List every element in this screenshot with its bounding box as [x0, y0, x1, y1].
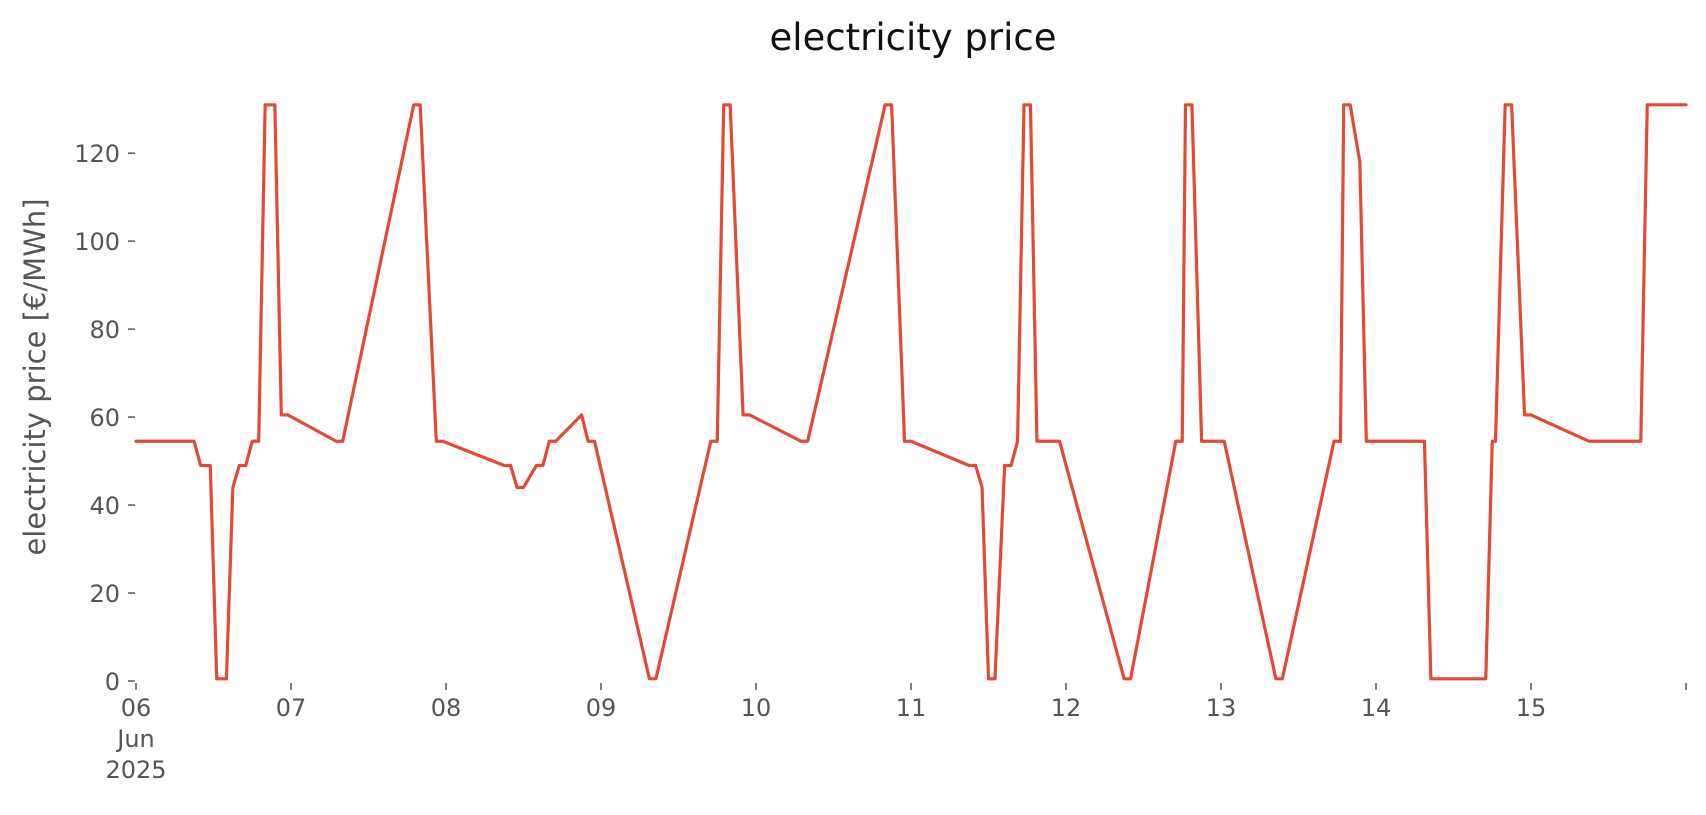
y-tick-label: 40	[89, 492, 120, 520]
x-tick-label: 09	[586, 694, 617, 722]
price-series-line	[134, 103, 1688, 681]
x-tick-label: 11	[896, 694, 927, 722]
y-axis-label: electricity price [€/MWh]	[18, 198, 52, 555]
y-tick-label: 80	[89, 316, 120, 344]
x-tick-label: 2025	[105, 756, 166, 784]
y-tick-label: 100	[74, 228, 120, 256]
x-tick-label: 08	[431, 694, 462, 722]
x-tick-label: 14	[1361, 694, 1392, 722]
y-tick-label: 60	[89, 404, 120, 432]
x-axis: 06 Jun 2025 07 08 09 10 11 12 13 14 15	[105, 683, 1687, 784]
chart-title: electricity price	[769, 16, 1056, 59]
x-tick-label: 13	[1206, 694, 1237, 722]
x-tick-label: Jun	[115, 725, 155, 753]
y-tick-label: 120	[74, 140, 120, 168]
y-tick-label: 0	[105, 668, 120, 696]
y-axis: 0 20 40 60 80 100 120	[74, 140, 135, 696]
x-tick-label: 06	[121, 694, 152, 722]
y-tick-label: 20	[89, 580, 120, 608]
x-tick-label: 15	[1516, 694, 1547, 722]
x-tick-label: 07	[276, 694, 307, 722]
x-tick-label: 12	[1051, 694, 1082, 722]
plot-area	[134, 103, 1688, 681]
x-tick-label: 10	[741, 694, 772, 722]
